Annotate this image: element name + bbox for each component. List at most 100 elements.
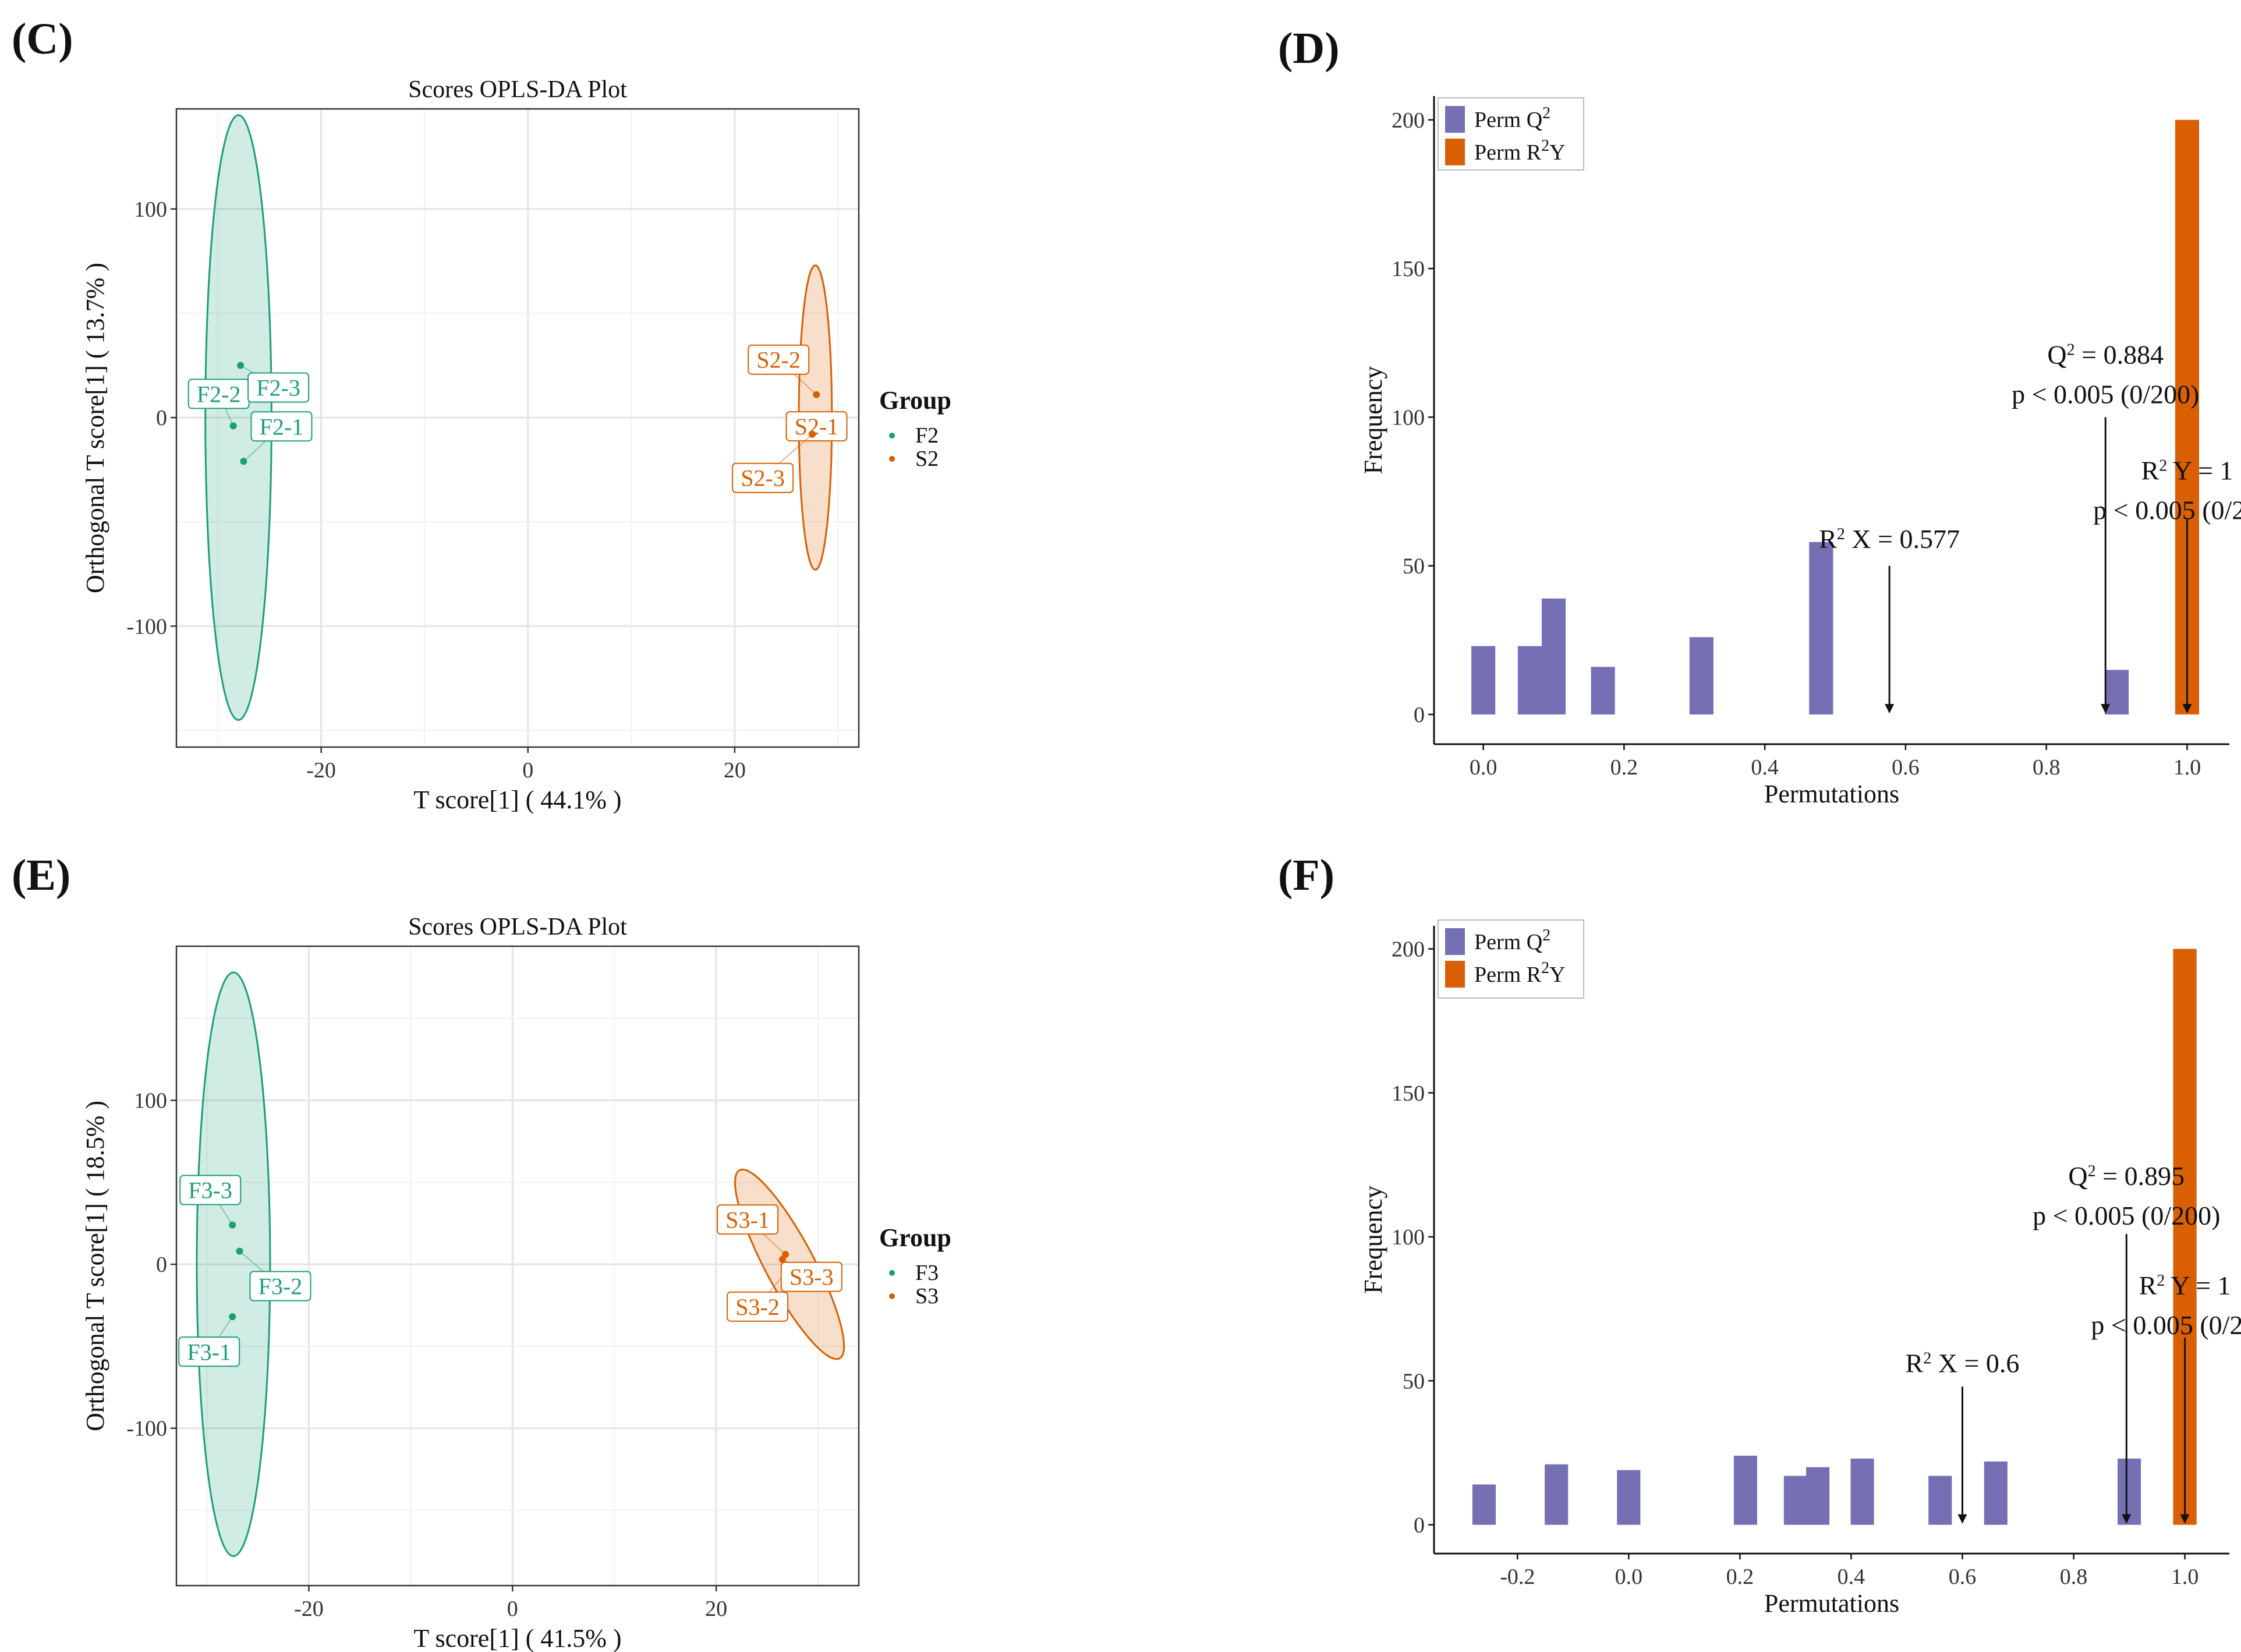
annotation-pvalue-1: p < 0.005 (0/200) (2012, 379, 2199, 409)
panel-f-permutation-histogram: -0.2 0.0 0.2 0.4 0.6 0.8 1.0 0 50 100 150 200 Permut… (1359, 919, 2241, 1618)
legend-label-1: Perm R2Y (1474, 137, 1566, 165)
x-tick-label: 1.0 (2171, 1565, 2199, 1589)
legend-marker-f2 (889, 433, 895, 438)
y-tick-label: 50 (1403, 554, 1425, 579)
x-tick-label: 0.6 (1892, 755, 1920, 780)
annotation-label-1: Q2 = 0.884 (2047, 339, 2164, 369)
point-label-box (785, 411, 848, 442)
annotation-label-2: R2 Y = 1 (2139, 1271, 2231, 1300)
y-tick-label: 0 (1414, 703, 1425, 727)
perm-q2-bar-6 (2105, 670, 2129, 714)
x-axis-title: Permutations (1764, 1589, 1899, 1618)
x-tick-label: -20 (306, 758, 336, 783)
legend-label-1: Perm R2Y (1474, 959, 1566, 988)
point-label-s2-3: S2-3 (741, 465, 785, 491)
perm-q2-bar-3 (1591, 667, 1615, 714)
legend-marker-f3 (889, 1270, 895, 1276)
y-tick-label: 150 (1392, 1081, 1425, 1106)
x-tick-label: -0.2 (1500, 1565, 1535, 1589)
annotation-arrowhead-2 (2182, 703, 2192, 713)
point-label-s2-1: S2-1 (795, 413, 839, 440)
x-tick-label: 0 (507, 1597, 518, 1621)
panel-letter-c: (C) (12, 15, 73, 63)
legend-label-0: Perm Q2 (1474, 926, 1550, 955)
point-label-box (249, 1271, 311, 1301)
legend-title: Group (879, 1223, 951, 1252)
y-axis-title: Orthogonal T score[1] ( 13.7% ) (81, 263, 109, 593)
x-tick-label: 0.8 (2033, 755, 2061, 780)
perm-q2-bar-4 (1689, 637, 1714, 714)
perm-q2-bar-1 (1517, 646, 1542, 714)
point-label-f3-1: F3-1 (187, 1339, 231, 1365)
perm-q2-bar-8 (1984, 1461, 2008, 1525)
y-tick-label: 100 (1392, 405, 1425, 430)
y-tick-label: 100 (1392, 1225, 1425, 1250)
perm-q2-bar-7 (1928, 1476, 1952, 1525)
legend-key-0 (1445, 928, 1465, 955)
y-tick-label: 100 (134, 197, 167, 222)
annotation-label-0: R2 X = 0.6 (1906, 1348, 2020, 1378)
perm-q2-bar-3 (1733, 1455, 1757, 1525)
perm-q2-bar-0 (1471, 646, 1496, 714)
legend-label-s2: S2 (915, 447, 939, 471)
point-label-s2-2: S2-2 (756, 347, 801, 373)
legend-label-0: Perm Q2 (1474, 104, 1550, 133)
point-label-box (717, 1204, 779, 1235)
perm-q2-bar-5 (1809, 542, 1833, 714)
x-tick-label: 0 (522, 758, 533, 783)
point-label-box (178, 1336, 240, 1367)
y-tick-label: 0 (156, 1253, 167, 1277)
legend-key-0 (1445, 106, 1465, 133)
perm-q2-bar-1 (1545, 1464, 1569, 1525)
annotation-pvalue-1: p < 0.005 (0/200) (2033, 1201, 2220, 1230)
perm-q2-bar-2 (1617, 1470, 1641, 1525)
legend-key-1 (1445, 961, 1465, 988)
x-tick-label: 0.0 (1470, 755, 1497, 780)
point-label-f3-3: F3-3 (188, 1177, 232, 1204)
annotation-arrowhead-2 (2180, 1514, 2190, 1524)
y-tick-label: 50 (1403, 1369, 1425, 1393)
x-tick-label: 20 (705, 1597, 727, 1621)
x-tick-label: 0.8 (2060, 1565, 2088, 1589)
y-tick-label: -100 (126, 614, 167, 639)
x-axis-title: Permutations (1764, 780, 1899, 808)
legend-marker-s3 (889, 1293, 895, 1299)
perm-q2-bar-4 (1783, 1476, 1807, 1525)
x-tick-label: 20 (724, 758, 746, 783)
y-tick-label: 0 (156, 406, 167, 430)
x-axis-title: T score[1] ( 41.5% ) (413, 1624, 621, 1652)
x-tick-label: -20 (294, 1597, 324, 1621)
annotation-label-2: R2 Y = 1 (2141, 456, 2233, 486)
perm-q2-bar-9 (2117, 1458, 2141, 1525)
y-tick-label: 0 (1414, 1513, 1425, 1538)
perm-q2-bar-0 (1472, 1484, 1496, 1525)
y-tick-label: 200 (1392, 938, 1425, 962)
x-tick-label: 0.4 (1751, 755, 1779, 780)
annotation-arrowhead-1 (2122, 1514, 2132, 1524)
legend-key-1 (1445, 139, 1465, 165)
annotation-arrowhead-1 (2101, 703, 2111, 713)
y-tick-label: 100 (134, 1089, 167, 1113)
panel-d-permutation-histogram: 0.0 0.2 0.4 0.6 0.8 1.0 0 50 100 150 200 Permutatio… (1359, 96, 2241, 808)
plot-border (175, 945, 860, 1587)
point-label-box (250, 411, 313, 442)
y-tick-label: 200 (1392, 108, 1425, 133)
point-label-box (748, 344, 810, 375)
panel-c-opls-scores: F2-1 F2-2 F2-3 S2-1 S2-2 S2-3 -20 0 20 -100 0 100 Sc… (81, 76, 951, 814)
x-tick-label: 0.2 (1610, 755, 1638, 780)
x-tick-label: 0.4 (1838, 1565, 1865, 1589)
point-label-s3-3: S3-3 (790, 1264, 834, 1290)
panel-letter-d: (D) (1278, 24, 1340, 73)
perm-q2-bar-6 (1850, 1458, 1874, 1525)
panel-letter-e: (E) (12, 851, 70, 900)
y-tick-label: 150 (1392, 257, 1425, 281)
legend-label-f3: F3 (915, 1261, 939, 1285)
y-axis-title: Frequency (1359, 366, 1387, 475)
panel-e-opls-scores: F3-1 F3-2 F3-3 S3-1 S3-2 S3-3 -20 0 20 -100 0 100 Sc… (81, 914, 951, 1652)
point-label-box (727, 1291, 789, 1322)
y-axis-title: Orthogonal T score[1] ( 18.5% ) (81, 1101, 109, 1431)
point-label-box (247, 372, 310, 403)
chart-title: Scores OPLS-DA Plot (408, 914, 627, 940)
legend-label-s3: S3 (915, 1284, 939, 1308)
